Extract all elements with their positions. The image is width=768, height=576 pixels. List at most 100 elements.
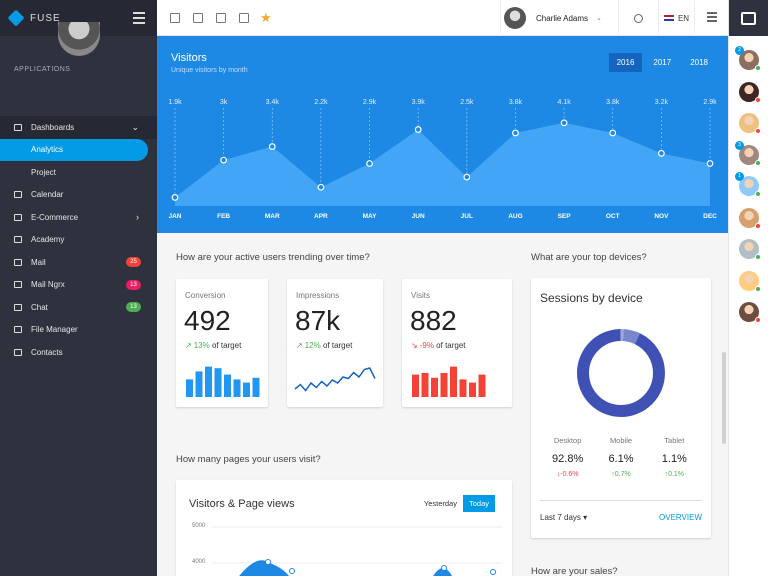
scrollbar[interactable] bbox=[722, 352, 726, 444]
pageviews-point bbox=[289, 568, 295, 574]
data-label: 3.8k bbox=[509, 99, 523, 106]
sidebar-item-file-manager[interactable]: File Manager bbox=[0, 319, 157, 342]
device-stat-tablet: Tablet 1.1% ↑0.1% bbox=[650, 436, 698, 478]
x-tick-label: JUL bbox=[461, 213, 473, 220]
kpi-card-impressions: Impressions 87k ↗ 12% of target bbox=[287, 279, 383, 407]
device-name: Desktop bbox=[553, 436, 582, 445]
kpi-value: 882 bbox=[410, 305, 457, 336]
fuse-logo-icon bbox=[7, 9, 25, 27]
day-toggle: Yesterday Today bbox=[418, 495, 495, 512]
data-point bbox=[317, 183, 325, 191]
e-commerce-icon bbox=[14, 213, 22, 221]
sidebar-item-label: Contacts bbox=[31, 347, 63, 357]
kpi-sparkline bbox=[412, 366, 486, 397]
section-sales: How are your sales? bbox=[531, 566, 618, 576]
search-button[interactable] bbox=[618, 0, 658, 36]
y-tick-label: 5000 bbox=[192, 523, 206, 529]
kpi-label: Impressions bbox=[296, 291, 340, 300]
mail-icon[interactable] bbox=[193, 12, 203, 23]
year-button[interactable]: 2016 bbox=[608, 53, 643, 72]
x-tick-label: OCT bbox=[606, 213, 620, 220]
day-button-yesterday[interactable]: Yesterday bbox=[423, 499, 457, 508]
quick-panel-button[interactable] bbox=[694, 0, 728, 36]
caret-down-icon: ▾ bbox=[583, 513, 588, 522]
count-badge: 13 bbox=[126, 279, 141, 290]
device-stat-desktop: Desktop 92.8% ↓-0.6% bbox=[544, 436, 592, 478]
data-label: 3.2k bbox=[655, 99, 669, 106]
trending-up-icon: ↗ bbox=[296, 341, 303, 350]
status-dot bbox=[755, 317, 761, 323]
brand-name: FUSE bbox=[30, 12, 61, 24]
checkbox-icon[interactable] bbox=[239, 12, 249, 23]
devices-title: Sessions by device bbox=[540, 291, 643, 305]
device-change: -0.6% bbox=[560, 471, 579, 478]
trending-up-icon: ↗ bbox=[185, 341, 192, 350]
kpi-value: 492 bbox=[184, 305, 231, 336]
contact-avatar[interactable]: 3 bbox=[735, 140, 761, 166]
hamburger-menu-icon[interactable] bbox=[133, 12, 145, 27]
devices-footer: Last 7 days ▾ OVERVIEW bbox=[540, 500, 702, 522]
kpi-label: Conversion bbox=[185, 291, 226, 300]
language-button[interactable]: EN bbox=[658, 0, 694, 36]
status-dot bbox=[755, 222, 761, 229]
visitors-chart: 1.9k JAN 3k FEB 3.4k MAR 2.2k APR 2.9k MAY 3.9k JUN… bbox=[157, 99, 728, 233]
star-icon[interactable]: ★ bbox=[260, 9, 272, 25]
sidebar-item-chat[interactable]: Chat 13 bbox=[0, 296, 157, 319]
spark-bar bbox=[243, 382, 250, 397]
contact-avatar[interactable] bbox=[739, 270, 761, 292]
data-label: 3.9k bbox=[412, 99, 426, 106]
list-icon bbox=[706, 12, 717, 24]
contacts-rail: 2 3 1 bbox=[728, 0, 768, 576]
sidebar-item-analytics[interactable]: Analytics bbox=[0, 138, 148, 161]
contact-avatar[interactable]: 2 bbox=[735, 46, 761, 71]
contact-avatar[interactable] bbox=[739, 239, 761, 260]
calendar-icon[interactable] bbox=[170, 12, 180, 23]
sidebar-item-mail[interactable]: Mail 25 bbox=[0, 251, 157, 274]
sidebar-item-contacts[interactable]: Contacts bbox=[0, 341, 157, 364]
pageviews-area bbox=[433, 568, 452, 576]
data-label: 1.9k bbox=[168, 99, 182, 106]
range-select[interactable]: Last 7 days ▾ bbox=[540, 513, 587, 522]
spark-bar bbox=[459, 379, 467, 397]
sidebar-item-label: Project bbox=[31, 167, 56, 177]
contact-avatar[interactable] bbox=[739, 81, 761, 103]
sidebar-item-label: File Manager bbox=[31, 325, 78, 335]
contacts-icon[interactable] bbox=[216, 12, 226, 23]
data-point bbox=[171, 194, 179, 201]
sidebar-item-calendar[interactable]: Calendar bbox=[0, 184, 157, 207]
data-label: 3.4k bbox=[266, 99, 280, 106]
sidebar-item-dashboards[interactable]: Dashboards ⌄ bbox=[0, 116, 157, 139]
sidebar-item-academy[interactable]: Academy bbox=[0, 229, 157, 252]
count-badge: 13 bbox=[126, 302, 141, 313]
user-menu[interactable]: Charlie Adams ⌄ bbox=[500, 0, 618, 36]
contact-avatar[interactable] bbox=[739, 302, 761, 323]
contact-avatar[interactable] bbox=[739, 207, 761, 229]
visitors-widget: 1.9k JAN 3k FEB 3.4k MAR 2.2k APR 2.9k MAY 3.9k JUN… bbox=[157, 36, 728, 233]
unread-count: 3 bbox=[735, 140, 744, 150]
overview-button[interactable]: OVERVIEW bbox=[659, 513, 702, 522]
kpi-change: 13% bbox=[193, 341, 210, 350]
device-name: Mobile bbox=[609, 436, 633, 445]
data-label: 2.5k bbox=[460, 99, 474, 106]
contact-avatar[interactable]: 1 bbox=[735, 172, 761, 197]
sidebar-item-label: Dashboards bbox=[31, 122, 75, 132]
device-change-row: ↑0.1% bbox=[650, 471, 698, 478]
sidebar-item-e-commerce[interactable]: E-Commerce › bbox=[0, 206, 157, 229]
year-button[interactable]: 2018 bbox=[690, 58, 708, 67]
year-button[interactable]: 2017 bbox=[653, 58, 672, 67]
sidebar-item-project[interactable]: Project bbox=[0, 161, 157, 184]
data-point bbox=[366, 160, 373, 167]
pageviews-point bbox=[441, 565, 447, 571]
search-icon bbox=[634, 13, 643, 23]
count-badge: 25 bbox=[126, 257, 141, 268]
data-label: 2.9k bbox=[703, 99, 717, 106]
sidebar-item-mail-ngrx[interactable]: Mail Ngrx 13 bbox=[0, 274, 157, 297]
pageviews-area bbox=[239, 560, 290, 576]
section-active-users: How are your active users trending over … bbox=[176, 252, 370, 263]
spark-bar bbox=[421, 373, 429, 397]
day-button-today[interactable]: Today bbox=[462, 495, 495, 512]
contact-avatar[interactable] bbox=[739, 113, 761, 134]
kpi-label: Visits bbox=[411, 291, 430, 300]
kpi-value: 87k bbox=[295, 305, 341, 336]
chat-toggle[interactable] bbox=[729, 0, 768, 36]
